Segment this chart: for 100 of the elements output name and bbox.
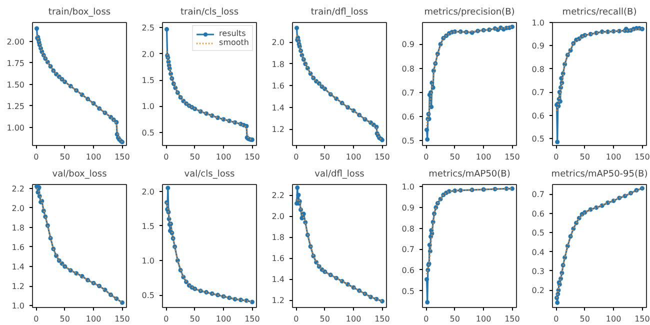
y-tick-label: 1.4 [272,275,285,284]
y-tick-label: 1.2 [12,282,25,292]
y-tick-label: 0.6 [532,209,545,218]
legend-label: smooth [219,38,249,47]
y-tick-label: 1.00 [6,123,24,132]
x-tick-label: 50 [190,152,200,162]
y-tick-label: 0.5 [402,286,415,296]
y-tick-label: 0.9 [532,42,545,51]
y-tick-label: 1.5 [142,76,155,86]
x-tick-label: 100 [86,314,102,324]
y-tick-label: 2.0 [272,38,285,48]
y-tick-label: 0.7 [532,88,545,98]
y-tick-label: 1.8 [12,223,25,232]
x-tick-label: 150 [504,152,520,162]
y-tick-label: 2.5 [142,24,155,33]
x-tick-label: 150 [244,314,260,324]
y-tick-label: 0.8 [402,64,415,74]
x-tick-label: 0 [34,152,39,162]
x-tick-label: 50 [580,152,590,162]
x-tick-label: 150 [114,314,130,324]
y-tick-label: 1.4 [272,103,285,112]
x-tick-label: 0 [554,314,559,324]
y-tick-label: 1.0 [532,18,545,28]
y-tick-label: 2.2 [12,184,25,194]
y-tick-label: 1.6 [272,254,285,264]
y-tick-label: 0.9 [402,203,415,212]
y-tick-label: 0.4 [532,248,545,257]
x-tick-label: 150 [634,314,650,324]
x-tick-label: 150 [244,152,260,162]
x-tick-label: 100 [86,152,102,162]
x-tick-label: 100 [476,314,492,324]
y-tick-label: 2.0 [12,204,25,213]
chart-title: train/dfl_loss [310,8,368,18]
chart-title: val/box_loss [52,170,108,180]
y-tick-label: 2.2 [272,191,285,200]
y-tick-label: 0.7 [532,190,545,200]
y-tick-label: 2.0 [272,212,285,222]
x-tick-label: 150 [634,152,650,162]
y-tick-label: 0.8 [532,64,545,74]
x-tick-label: 50 [320,314,330,324]
y-tick-label: 0.5 [532,228,545,238]
x-tick-label: 100 [476,152,492,162]
y-tick-label: 1.25 [6,102,24,111]
y-tick-label: 2.0 [142,50,155,59]
y-tick-label: 0.5 [532,134,545,144]
x-tick-label: 100 [346,314,362,324]
x-tick-label: 0 [424,152,429,162]
y-tick-label: 0.5 [142,291,155,300]
x-tick-label: 0 [34,314,39,324]
y-tick-label: 0.2 [532,286,545,296]
chart-title: val/dfl_loss [314,170,365,180]
chart-title: metrics/precision(B) [424,8,515,18]
y-tick-label: 0.5 [402,136,415,146]
y-tick-label: 1.0 [12,302,25,311]
chart-title: val/cls_loss [184,170,236,180]
x-tick-label: 100 [346,152,362,162]
x-tick-label: 100 [606,152,622,162]
x-tick-label: 0 [164,314,169,324]
y-tick-label: 0.6 [402,266,415,275]
x-tick-label: 0 [164,152,169,162]
chart-title: metrics/mAP50(B) [428,170,510,180]
x-tick-label: 50 [60,314,70,324]
y-tick-label: 1.4 [12,262,25,272]
x-tick-label: 50 [450,314,460,324]
y-tick-label: 1.8 [272,233,285,242]
x-tick-label: 100 [216,314,232,324]
chart-title: train/cls_loss [180,8,239,18]
chart-title: metrics/recall(B) [562,8,637,18]
x-tick-label: 50 [190,314,200,324]
y-tick-label: 1.0 [142,256,155,266]
y-tick-label: 2.0 [142,187,155,196]
y-tick-label: 2.00 [6,37,24,46]
x-tick-label: 100 [216,152,232,162]
x-tick-label: 150 [504,314,520,324]
y-tick-label: 0.6 [402,112,415,122]
x-tick-label: 0 [554,152,559,162]
x-tick-label: 0 [424,314,429,324]
y-tick-label: 1.50 [6,80,24,90]
y-tick-label: 1.2 [272,296,285,306]
x-tick-label: 0 [294,314,299,324]
y-tick-label: 1.0 [402,182,415,192]
y-tick-label: 1.5 [142,222,155,231]
y-tick-label: 1.2 [272,125,285,134]
x-tick-label: 150 [374,314,390,324]
x-tick-label: 150 [374,152,390,162]
x-tick-label: 150 [114,152,130,162]
x-tick-label: 50 [450,152,460,162]
chart-title: train/box_loss [48,8,111,18]
x-tick-label: 0 [294,152,299,162]
y-tick-label: 1.75 [6,58,24,68]
y-tick-label: 0.9 [402,40,415,50]
x-tick-label: 50 [60,152,70,162]
x-tick-label: 50 [580,314,590,324]
y-tick-label: 1.0 [142,102,155,112]
y-tick-label: 1.6 [12,242,25,252]
y-tick-label: 1.6 [272,82,285,91]
y-tick-label: 0.3 [532,266,545,276]
legend-label: results [219,29,246,38]
y-tick-label: 0.8 [402,224,415,234]
y-tick-label: 0.7 [402,245,415,254]
